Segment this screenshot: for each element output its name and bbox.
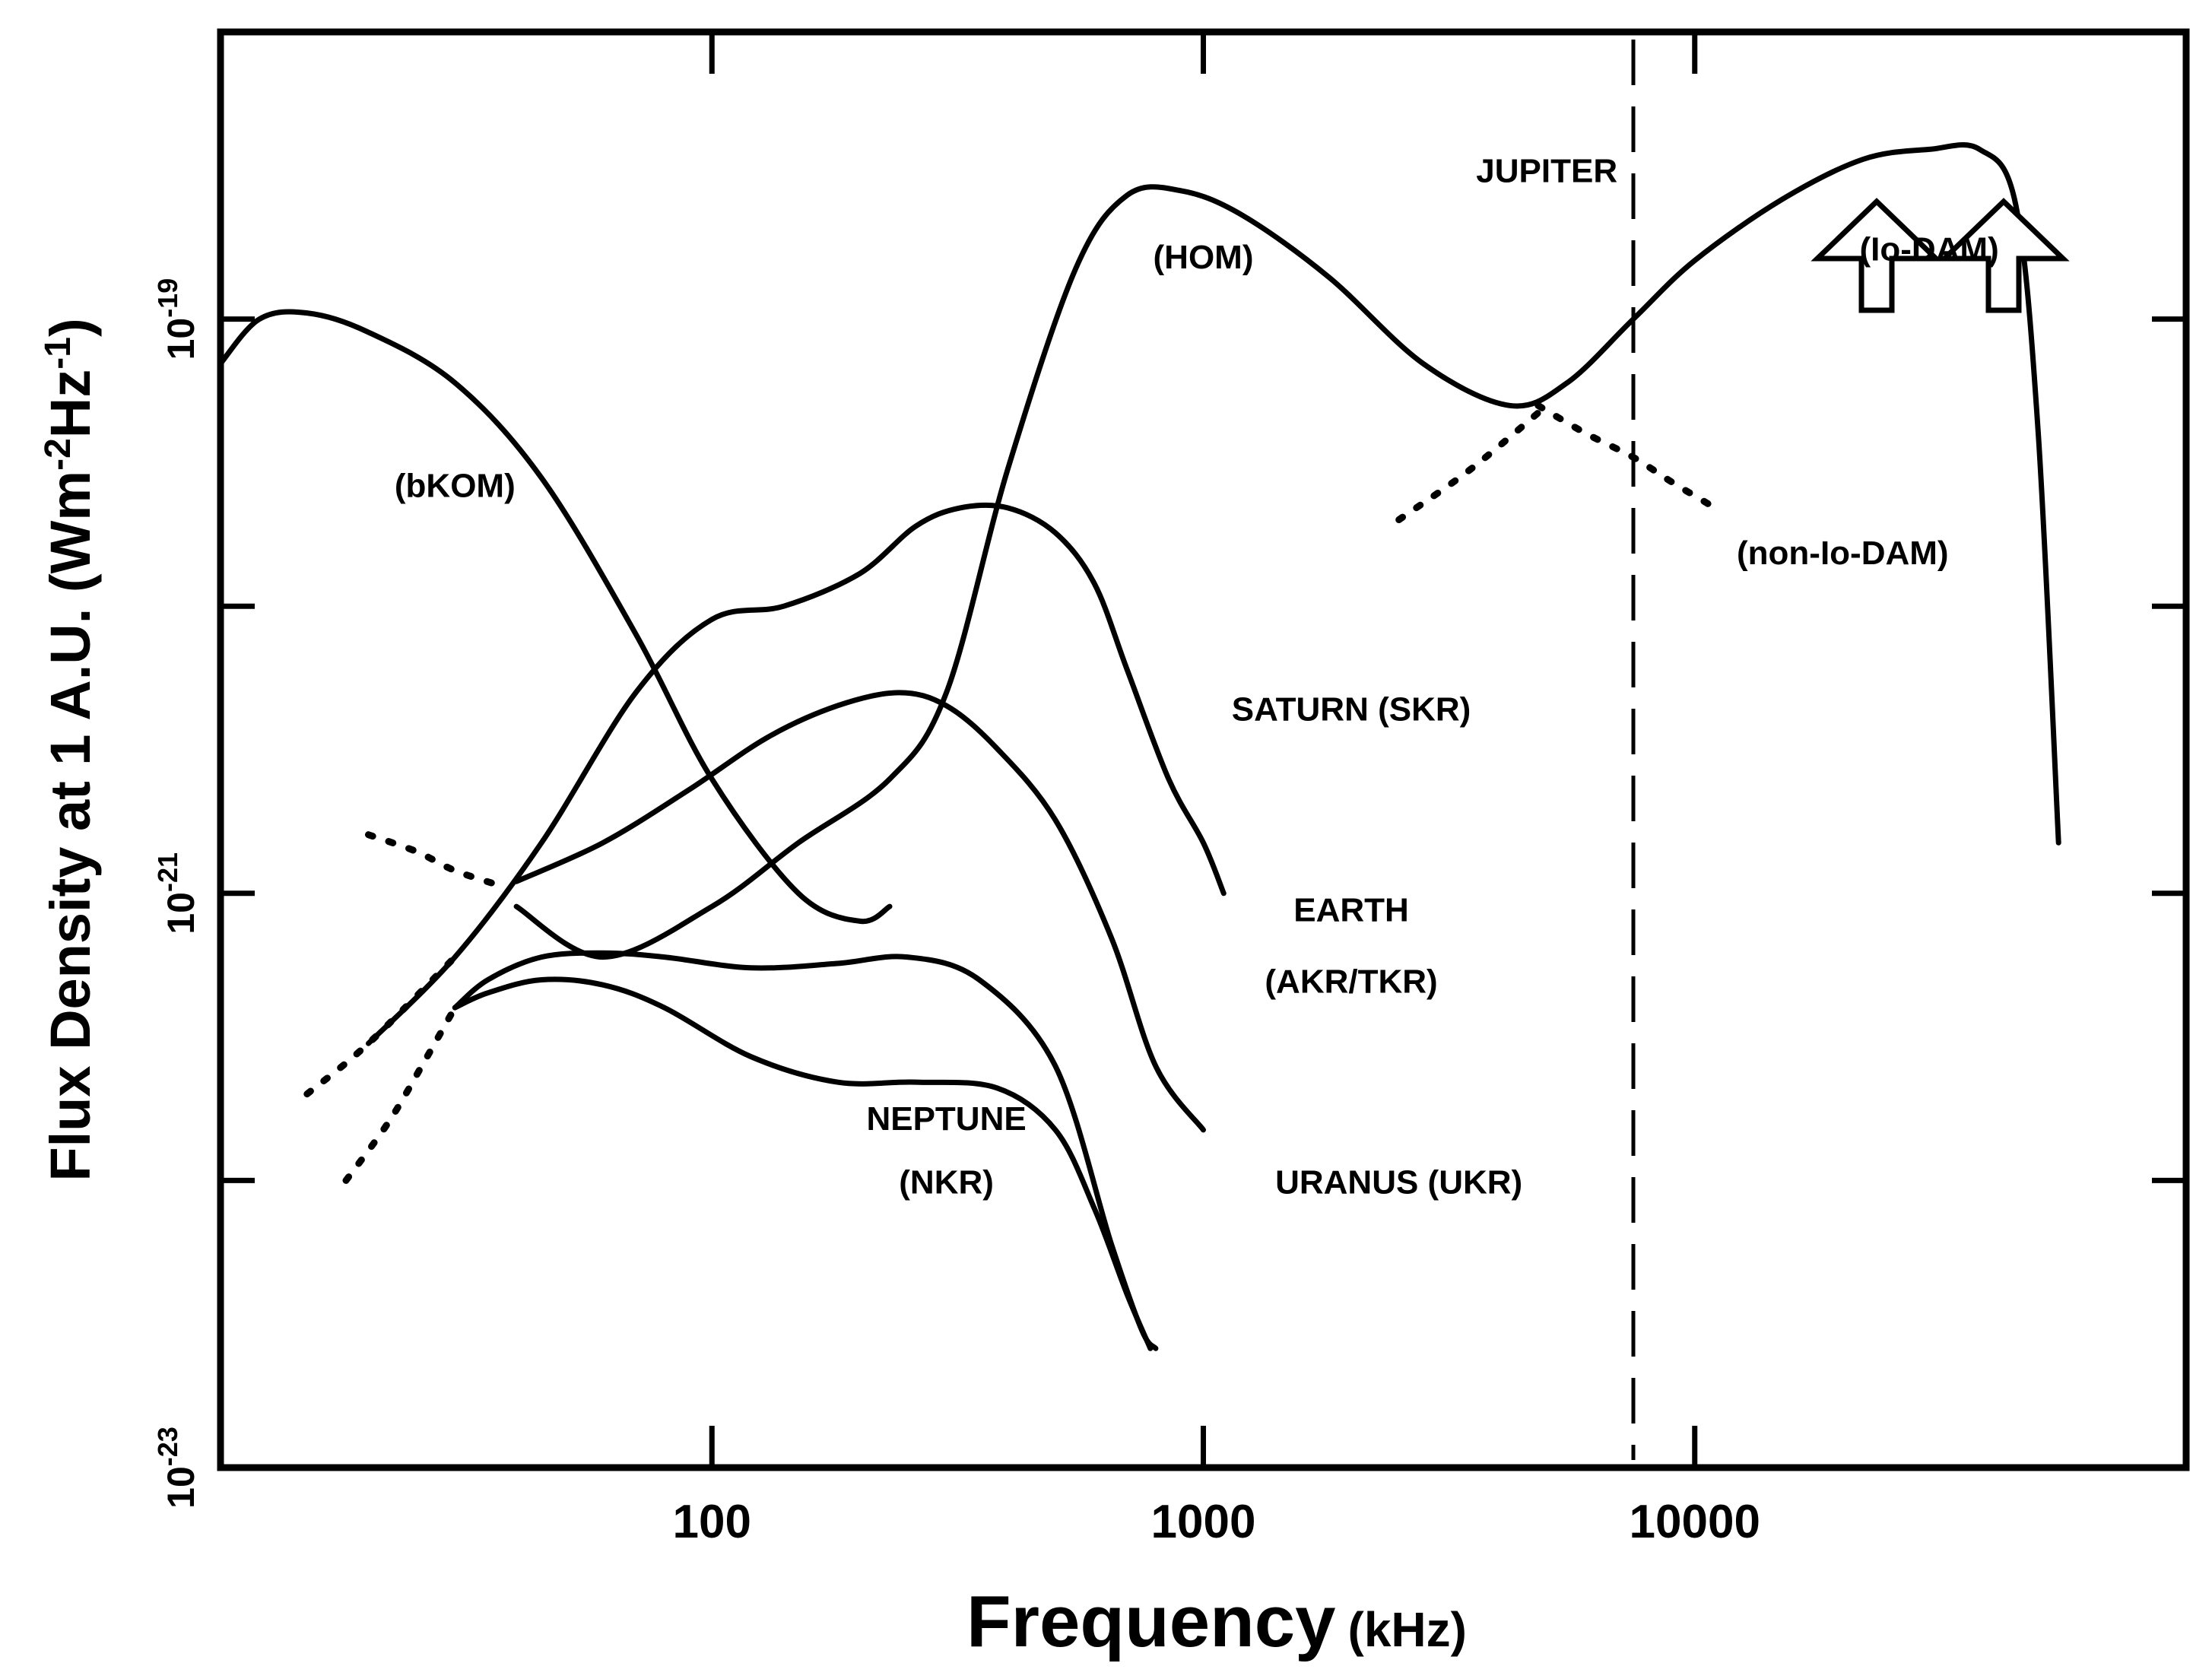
series-neptune-nkr bbox=[452, 976, 1154, 1351]
series-jupiter-low-frequency-extension bbox=[1395, 402, 1550, 523]
annotation-non-io-dam: (non-Io-DAM) bbox=[1737, 535, 1949, 572]
annotation-io-dam: (Io-DAM) bbox=[1859, 231, 1998, 268]
annotation-akr-tkr: (AKR/TKR) bbox=[1265, 963, 1437, 1001]
curve-annotations: (bKOM)(HOM)JUPITER(Io-DAM)(non-Io-DAM)(S… bbox=[395, 152, 1999, 1201]
y-axis-title: Flux Density at 1 A.U. (Wm-2Hz-1) bbox=[38, 318, 102, 1181]
series-saturn-low-frequency-extension bbox=[303, 954, 459, 1098]
annotation-uranus-ukr: URANUS (UKR) bbox=[1275, 1164, 1522, 1201]
series-bkom-earth-dotted-link bbox=[365, 831, 509, 891]
x-axis-title: Frequency (kHz) bbox=[966, 1581, 1467, 1662]
y-tick-label: 10-23 bbox=[152, 1427, 202, 1509]
y-tick-label: 10-19 bbox=[152, 278, 202, 360]
x-tick-labels: 100 1000 10000 bbox=[673, 1496, 1760, 1548]
annotation-jupiter: JUPITER bbox=[1476, 152, 1617, 189]
annotation-earth: EARTH bbox=[1293, 891, 1409, 928]
series-saturn-skr bbox=[366, 502, 1227, 1046]
series-uranus-ukr bbox=[452, 950, 1159, 1351]
series-non-io-dam-extension bbox=[1534, 402, 1719, 512]
s-bursts-arrow-right bbox=[1937, 198, 2070, 313]
annotation-nkr: (NKR) bbox=[899, 1164, 994, 1201]
series-layer bbox=[217, 142, 2061, 1351]
series-hom bbox=[513, 142, 2061, 960]
y-tick-label: 10-21 bbox=[152, 852, 202, 935]
s-bursts-arrow-left bbox=[1811, 198, 1943, 313]
x-tick-label: 10000 bbox=[1630, 1496, 1760, 1548]
y-tick-labels: 10-19 10-21 10-23 bbox=[152, 278, 202, 1509]
annotation-hom: (HOM) bbox=[1154, 239, 1254, 276]
annotation-saturn-skr: SATURN (SKR) bbox=[1232, 690, 1471, 728]
s-bursts-arrows bbox=[1811, 198, 2070, 313]
series-bkom bbox=[217, 309, 893, 925]
x-tick-label: 100 bbox=[673, 1496, 751, 1548]
series-uranus-neptune-low-frequency-extension bbox=[342, 1004, 459, 1184]
x-tick-label: 1000 bbox=[1151, 1496, 1256, 1548]
annotation-neptune: NEPTUNE bbox=[866, 1100, 1026, 1138]
annotation-bkom: (bKOM) bbox=[395, 468, 516, 505]
plot-frame bbox=[217, 28, 2190, 1471]
series-earth-akr-tkr bbox=[513, 690, 1206, 1133]
